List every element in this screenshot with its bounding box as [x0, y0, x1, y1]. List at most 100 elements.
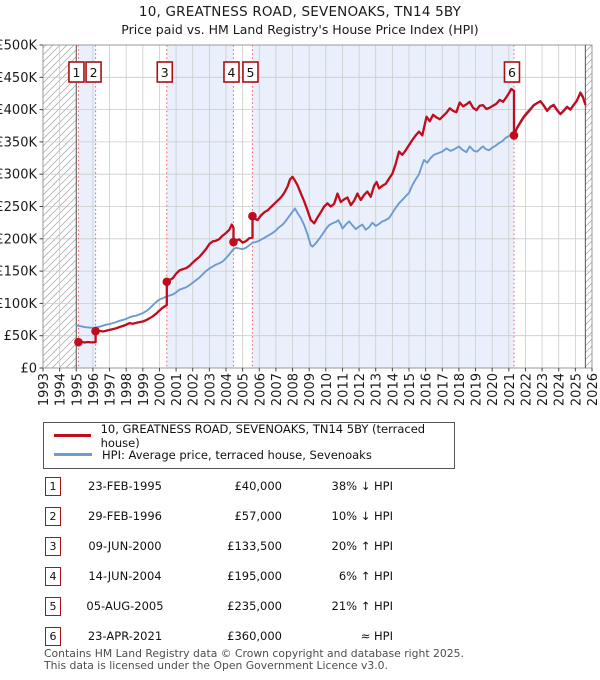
x-tick-label: 2021: [503, 373, 518, 406]
sale-number-box-label: 1: [72, 65, 80, 80]
sale-vs-hpi: 38% ↓ HPI: [331, 479, 393, 493]
page-subtitle: Price paid vs. HM Land Registry's House …: [121, 22, 479, 37]
sale-date: 14-JUN-2004: [88, 569, 162, 583]
footer-line-1: Contains HM Land Registry data © Crown c…: [44, 647, 464, 660]
x-tick-label: 2009: [303, 373, 318, 406]
legend-label: 10, GREATNESS ROAD, SEVENOAKS, TN14 5BY …: [100, 421, 426, 450]
legend-line-swatch: [54, 453, 92, 456]
sale-number-box-label: 5: [246, 65, 254, 80]
sale-vs-hpi: 21% ↑ HPI: [331, 599, 393, 613]
x-tick-label: 2012: [353, 373, 368, 406]
sale-number-badge: 1: [45, 476, 61, 496]
x-tick-label: 2014: [386, 373, 401, 406]
y-tick-label: £400K: [0, 103, 37, 118]
sale-number-box: [503, 61, 521, 83]
sales-history-table: 1 23-FEB-1995 £40,000 38% ↓ HPI 2 29-FEB-1996…: [45, 471, 393, 651]
x-tick-label: 2008: [287, 373, 302, 406]
sale-price: £360,000: [227, 629, 282, 643]
sale-table-row: 6 23-APR-2021 £360,000 ≈ HPI: [45, 621, 393, 651]
y-tick-label: £500K: [0, 39, 37, 54]
sale-number-box-label: 2: [90, 65, 98, 80]
x-tick-label: 1993: [37, 373, 52, 406]
x-tick-label: 2018: [453, 373, 468, 406]
x-tick-label: 2011: [336, 373, 351, 406]
y-tick-label: £0: [20, 362, 37, 377]
sale-price: £57,000: [234, 509, 282, 523]
y-tick-label: £250K: [0, 200, 37, 215]
property-price-line: [77, 87, 587, 344]
y-tick-label: £350K: [0, 135, 37, 150]
x-tick-label: 2022: [519, 373, 534, 406]
sale-point-marker: [509, 131, 519, 140]
x-tick-label: 2025: [569, 373, 584, 406]
sale-price: £195,000: [227, 569, 282, 583]
sale-number-box-label: 3: [161, 65, 169, 80]
sale-table-row: 1 23-FEB-1995 £40,000 38% ↓ HPI: [45, 471, 393, 501]
x-tick-label: 1996: [87, 373, 102, 406]
y-tick-label: £150K: [0, 265, 37, 280]
sale-number-badge: 2: [45, 506, 61, 526]
sale-number-box: [242, 61, 259, 83]
x-tick-label: 1994: [54, 373, 69, 406]
y-tick-label: £200K: [0, 232, 37, 247]
sale-point-marker: [248, 211, 257, 221]
sale-date: 29-FEB-1996: [88, 509, 162, 523]
sale-number-box: [223, 61, 240, 83]
sale-point-marker: [229, 237, 238, 247]
sale-table-row: 4 14-JUN-2004 £195,000 6% ↑ HPI: [45, 561, 393, 591]
y-tick-label: £50K: [4, 329, 38, 344]
page-title: 10, GREATNESS ROAD, SEVENOAKS, TN14 5BY: [138, 4, 462, 20]
x-tick-label: 2003: [203, 373, 218, 406]
x-tick-label: 2026: [586, 373, 600, 406]
sale-number-badge: 3: [45, 536, 61, 556]
x-tick-label: 2013: [370, 373, 385, 406]
legend-line-swatch: [54, 434, 91, 437]
sale-vs-hpi: 20% ↑ HPI: [331, 539, 393, 553]
sale-price: £235,000: [227, 599, 282, 613]
sale-number-box: [156, 61, 174, 83]
sale-number-badge: 5: [45, 596, 61, 616]
x-tick-label: 2023: [536, 373, 551, 406]
sale-price: £40,000: [234, 479, 282, 493]
y-tick-label: £450K: [0, 71, 37, 86]
x-tick-label: 2004: [220, 373, 235, 406]
sale-vs-hpi: 6% ↑ HPI: [338, 569, 393, 583]
sale-number-badge: 4: [45, 566, 61, 586]
x-tick-label: 2020: [486, 373, 501, 406]
y-tick-label: £300K: [0, 168, 37, 183]
sale-number-box: [85, 61, 102, 83]
chart-legend: 10, GREATNESS ROAD, SEVENOAKS, TN14 5BY …: [43, 422, 455, 469]
x-tick-label: 2016: [420, 373, 435, 406]
sale-date: 05-AUG-2005: [86, 599, 164, 613]
sale-vs-hpi: 10% ↓ HPI: [331, 509, 393, 523]
sale-date: 23-FEB-1995: [88, 479, 162, 493]
sale-table-row: 3 09-JUN-2000 £133,500 20% ↑ HPI: [45, 531, 393, 561]
x-tick-label: 2007: [270, 373, 285, 406]
legend-item: 10, GREATNESS ROAD, SEVENOAKS, TN14 5BY …: [44, 422, 454, 450]
x-tick-label: 2019: [470, 373, 485, 406]
sale-date: 09-JUN-2000: [88, 539, 162, 553]
sale-number-box-label: 4: [228, 65, 236, 80]
x-tick-label: 2000: [153, 373, 168, 406]
x-tick-label: 1995: [70, 373, 85, 406]
sale-point-marker: [91, 326, 100, 336]
sale-price: £133,500: [227, 539, 282, 553]
y-tick-label: £100K: [0, 297, 37, 312]
x-tick-label: 1998: [120, 373, 135, 406]
x-tick-label: 2015: [403, 373, 418, 406]
x-tick-label: 1997: [104, 373, 119, 406]
legend-item: HPI: Average price, terraced house, Seve…: [44, 445, 454, 464]
sale-number-box: [68, 61, 85, 83]
price-history-chart: 1 2 3 4 5 6 1993 1994 1995 1996 1997 1998 1999 2000 20…: [0, 39, 600, 407]
x-tick-label: 2002: [187, 373, 202, 406]
attribution-footer: Contains HM Land Registry data © Crown c…: [44, 648, 584, 671]
x-tick-label: 2005: [237, 373, 252, 406]
sale-point-marker: [74, 337, 83, 347]
sale-vs-hpi: ≈ HPI: [360, 629, 393, 643]
x-tick-label: 2017: [436, 373, 451, 406]
x-tick-label: 2024: [553, 373, 568, 406]
legend-label: HPI: Average price, terraced house, Seve…: [102, 447, 372, 462]
x-tick-label: 1999: [137, 373, 152, 406]
sale-number-box-label: 6: [508, 65, 516, 80]
